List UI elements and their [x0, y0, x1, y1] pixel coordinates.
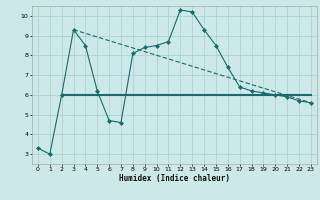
X-axis label: Humidex (Indice chaleur): Humidex (Indice chaleur) — [119, 174, 230, 183]
